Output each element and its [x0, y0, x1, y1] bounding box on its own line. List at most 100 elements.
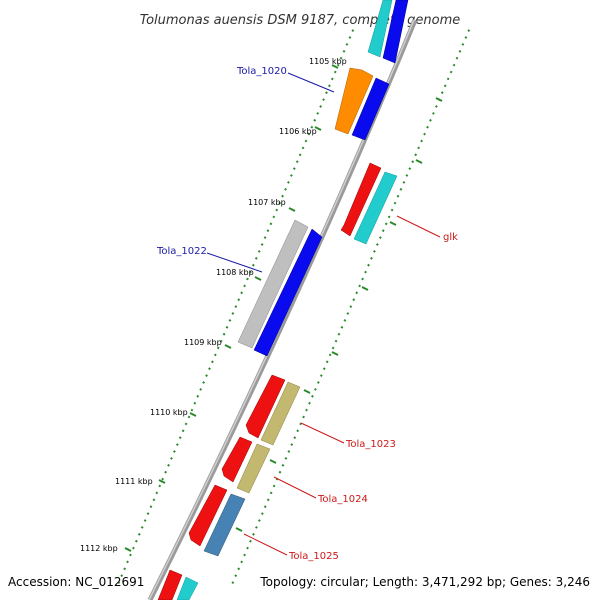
gene-cyan[interactable] [367, 0, 393, 58]
minor-tick [367, 263, 370, 267]
minor-tick [426, 125, 429, 129]
minor-tick [467, 29, 471, 33]
gene-khaki[interactable] [260, 381, 301, 446]
tick-label: 1107 kbp [248, 198, 286, 207]
minor-tick [249, 270, 252, 274]
gene-forward[interactable] [253, 228, 323, 357]
gene-red[interactable] [157, 569, 183, 600]
major-ticks: 1105 kbp 1106 kbp 1107 kbp 1108 kbp 1109… [80, 57, 443, 553]
minor-tick [257, 519, 261, 522]
gene-red[interactable] [340, 162, 382, 237]
minor-tick [149, 505, 153, 509]
minor-tick [281, 194, 284, 198]
minor-tick [434, 105, 438, 108]
minor-tick [319, 105, 323, 108]
minor-tick [284, 456, 288, 460]
minor-tick [375, 243, 379, 246]
minor-tick [310, 125, 314, 129]
major-tick [331, 64, 339, 69]
minor-tick [243, 553, 246, 557]
minor-tick [352, 298, 356, 302]
tick-label: 1109 kbp [184, 338, 222, 347]
minor-tick [319, 374, 323, 378]
minor-ticks-left [117, 29, 355, 585]
minor-tick [328, 84, 331, 88]
minor-tick [378, 236, 382, 239]
minor-tick [120, 574, 124, 578]
gene-cyan[interactable] [353, 171, 398, 245]
gene-label-tola-1024[interactable]: Tola_1024 [317, 494, 368, 505]
minor-tick [272, 215, 276, 219]
tick-label: 1105 kbp [309, 57, 347, 66]
minor-tick [364, 270, 367, 274]
gene-label-tola-1022[interactable]: Tola_1022 [156, 246, 207, 257]
gene-khaki[interactable] [236, 443, 271, 494]
minor-tick [190, 408, 194, 412]
minor-tick [289, 174, 293, 177]
minor-ticks-right [231, 29, 471, 585]
major-tick [254, 276, 262, 281]
minor-tick [381, 229, 385, 233]
genes [157, 0, 409, 600]
gene-cyan[interactable] [176, 576, 199, 600]
minor-tick [384, 222, 388, 226]
gene-forward[interactable] [351, 77, 390, 141]
minor-tick [328, 353, 332, 357]
minor-tick [343, 318, 347, 322]
minor-tick [257, 250, 261, 253]
minor-tick [443, 84, 447, 88]
minor-tick [269, 222, 273, 226]
major-tick [124, 547, 132, 552]
minor-tick [205, 374, 208, 378]
minor-tick [370, 256, 373, 260]
gene-orange[interactable] [334, 67, 374, 135]
gene-forward[interactable] [382, 0, 409, 64]
gene-gray[interactable] [237, 219, 309, 349]
minor-tick [337, 332, 341, 336]
minor-tick [260, 512, 264, 516]
minor-tick [308, 401, 311, 405]
minor-tick [293, 436, 297, 440]
minor-tick [158, 484, 162, 488]
minor-tick [423, 132, 426, 136]
minor-tick [216, 346, 220, 350]
gene-red[interactable] [221, 436, 253, 483]
minor-tick [432, 112, 435, 115]
major-tick [269, 459, 277, 464]
major-tick [361, 286, 369, 291]
gene-label-glk[interactable]: glk [443, 232, 458, 243]
minor-tick [322, 367, 326, 371]
minor-tick [313, 118, 317, 122]
gene-label-tola-1023[interactable]: Tola_1023 [345, 439, 396, 450]
minor-tick [325, 91, 328, 95]
minor-tick [298, 153, 302, 157]
minor-tick [301, 146, 305, 150]
gene-red[interactable] [188, 484, 228, 547]
minor-tick [449, 70, 453, 74]
major-tick [314, 126, 322, 131]
minor-tick [348, 36, 352, 39]
minor-tick [307, 132, 311, 136]
gene-label-tola-1020[interactable]: Tola_1020 [236, 66, 287, 77]
major-tick [415, 159, 423, 164]
minor-tick [178, 436, 182, 440]
minor-tick [305, 408, 308, 412]
minor-tick [351, 29, 355, 33]
minor-tick [246, 277, 249, 281]
gene-red[interactable] [245, 374, 286, 439]
minor-tick [211, 360, 214, 364]
minor-tick [228, 318, 232, 322]
minor-tick [440, 91, 444, 95]
minor-tick [234, 305, 238, 309]
minor-tick [249, 539, 252, 543]
minor-tick [358, 284, 362, 288]
minor-tick [275, 208, 279, 212]
minor-tick [234, 574, 238, 578]
minor-tick [196, 394, 200, 398]
gene-steelblue[interactable] [203, 493, 246, 557]
minor-tick [314, 387, 317, 391]
minor-tick [199, 387, 203, 391]
minor-tick [237, 298, 241, 302]
gene-label-tola-1025[interactable]: Tola_1025 [288, 551, 339, 562]
minor-tick [246, 546, 249, 550]
